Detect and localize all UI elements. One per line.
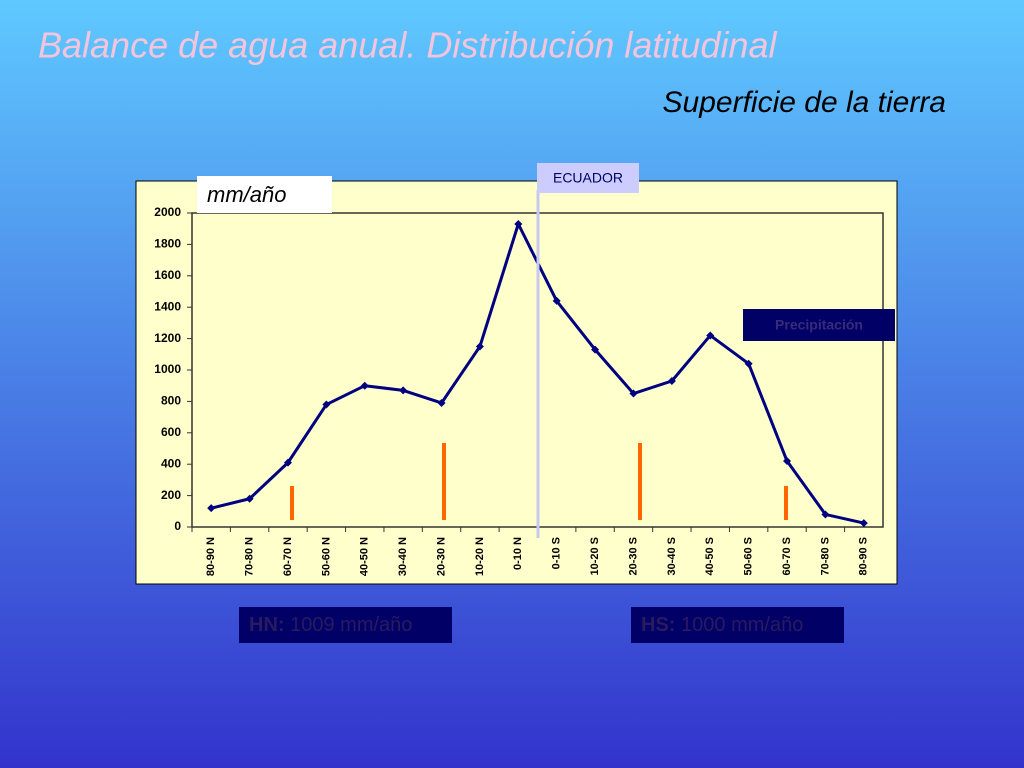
data-point	[399, 386, 408, 395]
note-text: 1000 mm/año	[681, 614, 803, 636]
note: HS: 1000 mm/año	[641, 614, 803, 636]
data-point	[514, 219, 523, 228]
data-point	[245, 494, 254, 503]
note-label: HS:	[641, 614, 675, 636]
data-point	[552, 296, 561, 305]
unit-box	[197, 176, 332, 213]
x-tick-label: 80-90 S	[858, 537, 870, 576]
x-tick-label: 60-70 N	[282, 537, 294, 576]
data-point	[629, 389, 638, 398]
x-tick-label: 70-80 N	[243, 537, 255, 576]
x-tick-label: 50-60 N	[320, 537, 332, 576]
marker-bar	[290, 486, 294, 520]
y-tick-label: 0	[174, 519, 181, 533]
y-axis-label: mm/año	[207, 182, 286, 207]
data-point	[591, 345, 600, 354]
y-tick-label: 600	[161, 425, 181, 439]
note-text: 1009 mm/año	[290, 614, 412, 636]
data-point	[207, 504, 216, 513]
data-point	[783, 457, 792, 466]
x-tick-label: 50-60 S	[743, 537, 755, 576]
y-tick-label: 400	[161, 456, 181, 470]
marker-bar	[784, 486, 788, 520]
y-tick-label: 1200	[154, 331, 181, 345]
x-tick-label: 30-40 S	[666, 537, 678, 576]
x-tick-label: 60-70 S	[781, 537, 793, 576]
note: HN: 1009 mm/año	[249, 614, 412, 636]
note-label: HN:	[249, 614, 285, 636]
x-tick-label: 70-80 S	[819, 537, 831, 576]
data-point	[821, 510, 830, 519]
y-tick-label: 2000	[154, 205, 181, 219]
slide-subtitle: Superficie de la tierra	[663, 86, 946, 119]
x-tick-label: 0-10 N	[512, 537, 524, 570]
x-tick-label: 20-30 S	[627, 537, 639, 576]
data-point	[744, 359, 753, 368]
data-point	[706, 331, 715, 340]
equator-box	[537, 163, 639, 193]
marker-bar	[442, 443, 446, 520]
equator-label: ECUADOR	[553, 170, 623, 186]
y-tick-label: 800	[161, 394, 181, 408]
marker-bar	[638, 443, 642, 520]
chart-area	[135, 180, 898, 585]
y-tick-label: 1000	[154, 362, 181, 376]
data-point	[360, 381, 369, 390]
data-point	[437, 398, 446, 407]
x-tick-label: 10-20 S	[589, 537, 601, 576]
data-point	[475, 342, 484, 351]
x-tick-label: 80-90 N	[205, 537, 217, 576]
legend	[743, 309, 895, 341]
x-tick-label: 40-50 S	[704, 537, 716, 576]
x-tick-label: 30-40 N	[397, 537, 409, 576]
x-tick-label: 10-20 N	[474, 537, 486, 576]
y-tick-label: 1600	[154, 268, 181, 282]
note-box	[631, 607, 844, 643]
x-tick-label: 0-10 S	[551, 537, 563, 569]
y-tick-label: 200	[161, 488, 181, 502]
slide-title: Balance de agua anual. Distribución lati…	[38, 25, 777, 66]
x-tick-label: 20-30 N	[435, 537, 447, 576]
legend-label: Precipitación	[775, 317, 863, 333]
note-box	[239, 607, 452, 643]
x-tick-label: 40-50 N	[359, 537, 371, 576]
data-point	[283, 458, 292, 467]
data-point	[859, 519, 868, 528]
y-tick-label: 1800	[154, 237, 181, 251]
data-point	[322, 400, 331, 409]
y-tick-label: 1400	[154, 299, 181, 313]
data-point	[667, 376, 676, 385]
